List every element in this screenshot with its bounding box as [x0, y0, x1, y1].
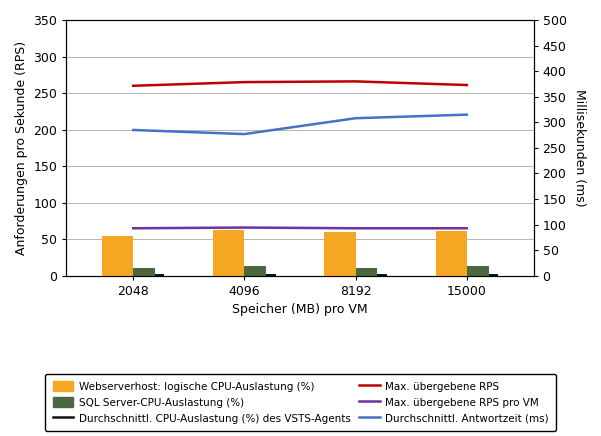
Bar: [245, 266, 266, 276]
Bar: [325, 232, 356, 276]
Bar: [489, 274, 498, 276]
X-axis label: Speicher (MB) pro VM: Speicher (MB) pro VM: [232, 303, 368, 317]
Y-axis label: Anforderungen pro Sekunde (RPS): Anforderungen pro Sekunde (RPS): [15, 41, 28, 255]
Bar: [467, 266, 489, 276]
Bar: [356, 268, 377, 276]
Bar: [266, 274, 275, 276]
Bar: [436, 231, 467, 276]
Bar: [213, 231, 245, 276]
Bar: [102, 235, 133, 276]
Bar: [133, 268, 155, 276]
Bar: [155, 274, 164, 276]
Legend: Webserverhost: logische CPU-Auslastung (%), SQL Server-CPU-Auslastung (%), Durch: Webserverhost: logische CPU-Auslastung (…: [45, 374, 556, 431]
Y-axis label: Millisekunden (ms): Millisekunden (ms): [573, 89, 586, 207]
Bar: [377, 274, 386, 276]
